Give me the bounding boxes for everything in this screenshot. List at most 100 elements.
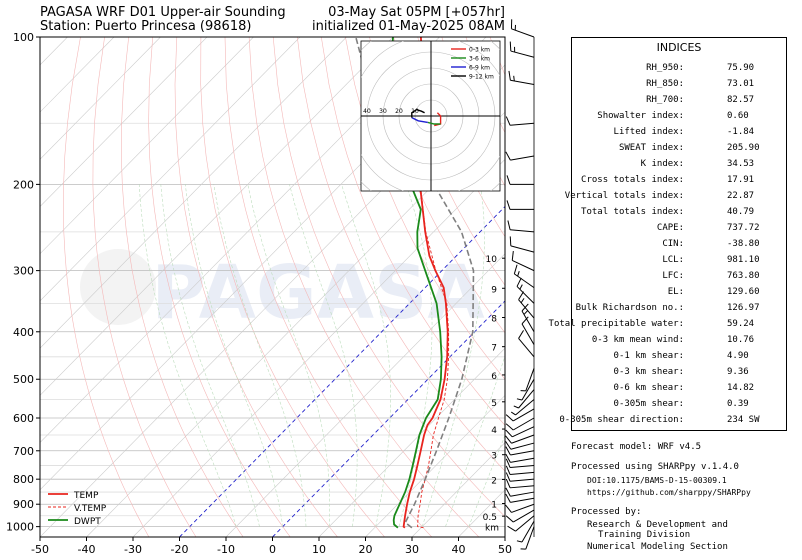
p-tick-label: 100 <box>13 31 34 44</box>
index-value: 22.87 <box>727 191 755 201</box>
wind-barb-flag <box>506 200 511 210</box>
index-label: Cross totals index: <box>581 175 684 185</box>
index-row: LCL: 981.10 <box>572 254 786 266</box>
moist-adiabat <box>247 184 330 527</box>
height-tick-label: 6 <box>491 372 497 382</box>
wind-barb-flag <box>505 446 511 456</box>
index-row: EL: 129.60 <box>572 286 786 298</box>
dry-adiabat <box>345 37 505 380</box>
index-row: 0-3 km shear: 9.36 <box>572 366 786 378</box>
isotherm-line <box>132 158 505 537</box>
wind-barb-flag <box>505 151 511 161</box>
moist-adiabat <box>341 184 391 527</box>
height-unit-label: km <box>485 524 499 534</box>
index-value: 34.53 <box>727 159 755 169</box>
hodograph-ring-label: 10 <box>411 108 419 115</box>
legend-label: V.TEMP <box>74 504 107 514</box>
wind-barb <box>511 434 535 444</box>
dry-adiabat <box>369 37 505 334</box>
isotherm-line <box>365 394 505 537</box>
index-label: CAPE: <box>656 223 684 233</box>
org-line-1: Research & Development and <box>587 520 728 530</box>
hodograph-ring-label: 20 <box>395 108 403 115</box>
isotherm-line <box>40 37 394 396</box>
index-label: 0-6 km shear: <box>613 383 684 393</box>
wind-barb-flag <box>505 504 512 513</box>
hodograph-ring-label: 50 <box>347 108 355 115</box>
hodograph-legend-label: 0-3 km <box>469 47 490 54</box>
isotherm-line <box>40 37 254 255</box>
index-value: 14.82 <box>727 383 755 393</box>
station-label: Station: Puerto Princesa (98618) <box>40 19 252 34</box>
wind-barb <box>510 122 535 126</box>
moist-adiabat <box>213 184 307 527</box>
dry-adiabat <box>538 37 565 537</box>
height-tick-label: 5 <box>491 399 497 409</box>
wind-barb <box>518 338 535 358</box>
wind-barb <box>521 378 535 401</box>
isotherm-line <box>40 37 161 160</box>
index-value: 234 SW <box>727 415 760 425</box>
isotherm-line <box>179 205 505 537</box>
height-tick-label: 0.5 <box>483 513 497 523</box>
wind-barb-flag <box>505 478 511 489</box>
wind-barb-flag <box>505 414 514 422</box>
index-label: LCL: <box>662 255 684 265</box>
wind-barb-flag <box>516 277 522 287</box>
hodograph-segment <box>434 112 442 127</box>
dry-adiabat <box>248 37 480 537</box>
index-row: K index: 34.53 <box>572 158 786 170</box>
x-tick-label: -20 <box>171 543 189 556</box>
dry-adiabat <box>321 37 505 426</box>
wind-barb <box>511 503 535 513</box>
wind-barb-flag <box>506 175 511 185</box>
wind-barb-flag <box>516 540 523 543</box>
wind-barb <box>521 323 535 345</box>
wind-barb <box>510 497 535 503</box>
height-tick-label: 8 <box>491 314 497 324</box>
wind-barb-flag <box>509 41 512 52</box>
moist-adiabat <box>445 354 505 527</box>
index-row: Total precipitable water: 59.24 <box>549 318 786 330</box>
wind-barb-flag <box>505 423 514 431</box>
index-value: 59.24 <box>727 319 755 329</box>
hodograph-segment <box>427 121 441 125</box>
index-value: 0.60 <box>727 111 749 121</box>
dry-adiabat <box>562 37 565 537</box>
isotherm-line <box>40 37 440 444</box>
wind-barb-flag <box>505 493 511 503</box>
doi-text: DOI:10.1175/BAMS-D-15-00309.1 <box>587 476 727 485</box>
index-label: SWEAT index: <box>618 143 684 153</box>
p-tick-label: 900 <box>13 498 34 511</box>
height-tick-label: 1 <box>491 501 497 511</box>
wind-barb <box>525 368 535 392</box>
x-tick-label: 30 <box>405 543 419 556</box>
index-label: CIN: <box>662 239 684 249</box>
p-tick-label: 800 <box>13 473 34 486</box>
wind-barb-flag <box>511 250 514 261</box>
hodograph: 50 40 30 20 10 0-3 km 3-6 km 6-9 km 9-12 km <box>347 41 500 191</box>
index-row: Cross totals index: 17.91 <box>572 174 786 186</box>
watermark-logo <box>80 249 156 325</box>
wind-barb-flag <box>513 75 515 82</box>
hodograph-segment <box>411 108 425 118</box>
forecast-model: Forecast model: WRF v4.5 <box>571 442 702 452</box>
index-label: K index: <box>640 159 684 169</box>
wind-barb <box>510 457 535 463</box>
wind-barb <box>510 155 535 161</box>
wind-barb <box>512 417 535 431</box>
wind-barb-flag <box>507 220 511 230</box>
watermark-text: PAGASA <box>151 250 484 336</box>
x-tick-label: -40 <box>78 543 96 556</box>
height-tick-label: 4 <box>491 426 497 436</box>
index-row: 0-6 km shear: 14.82 <box>572 382 786 394</box>
wind-barb <box>521 520 535 543</box>
p-tick-label: 200 <box>13 178 34 191</box>
wind-barb <box>510 485 535 489</box>
wind-barb-flag <box>518 330 524 339</box>
index-value: 737.72 <box>727 223 760 233</box>
wind-barb-flag <box>508 70 511 81</box>
index-label: RH_950: <box>646 63 684 73</box>
isotherm-line <box>0 37 21 537</box>
index-row: RH_950: 75.90 <box>572 62 786 74</box>
